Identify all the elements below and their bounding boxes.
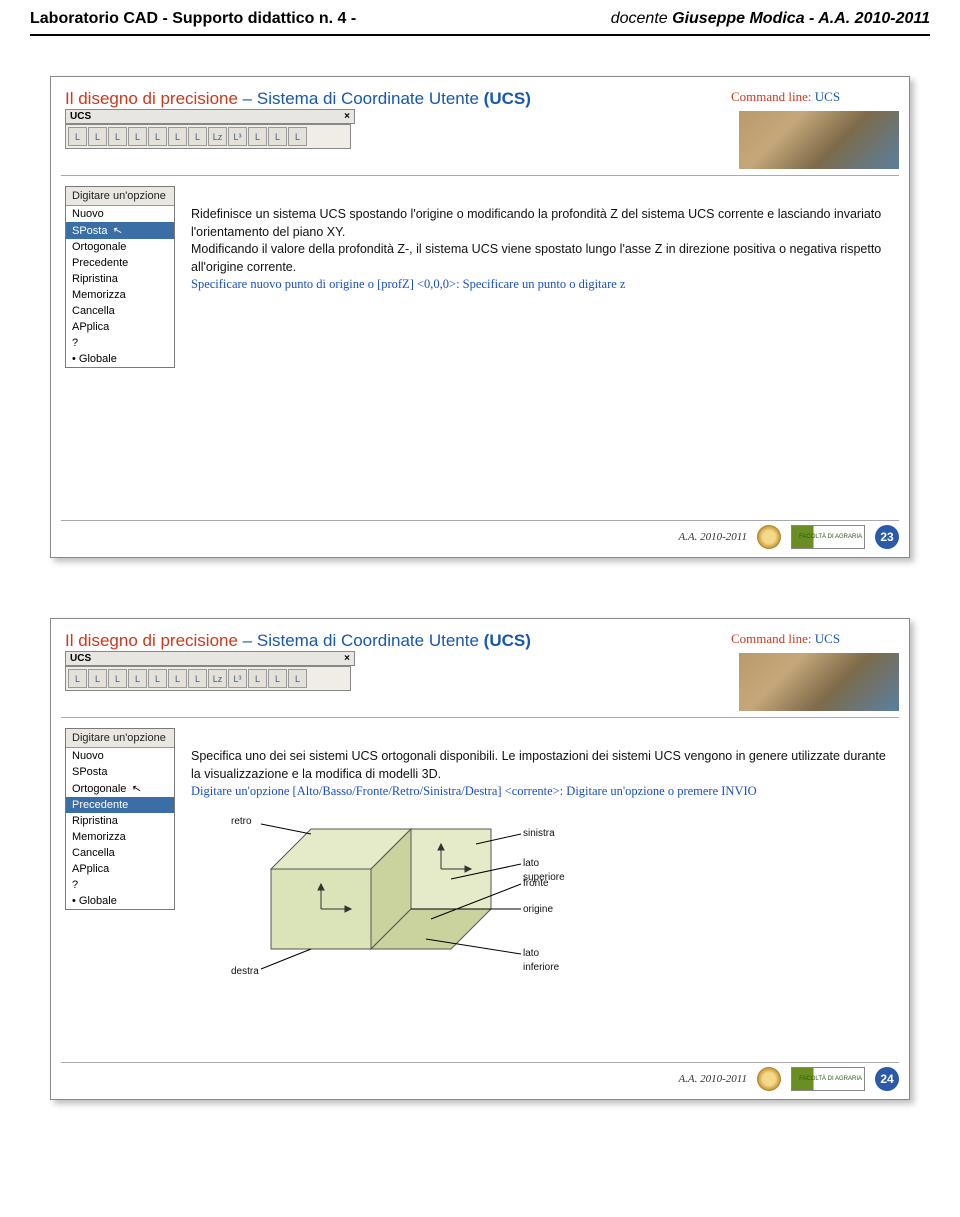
- ucs-icon[interactable]: L: [128, 669, 147, 688]
- footer-year: A.A. 2010-2011: [678, 531, 747, 543]
- ucs-icon[interactable]: L: [168, 127, 187, 146]
- header-divider: [30, 34, 930, 36]
- prompt-text: Specificare nuovo punto di origine o [pr…: [191, 276, 895, 294]
- ucs-icon[interactable]: L: [248, 669, 267, 688]
- close-icon[interactable]: ×: [344, 111, 350, 122]
- ucs-icon[interactable]: L: [288, 127, 307, 146]
- slide-24: Il disegno di precisione – Sistema di Co…: [50, 618, 910, 1100]
- menu-header: Digitare un'opzione: [66, 187, 174, 206]
- menu-item-globale[interactable]: Globale: [66, 893, 174, 909]
- menu-item-applica[interactable]: APplica: [66, 319, 174, 335]
- ucs-icon[interactable]: L: [148, 127, 167, 146]
- ucs-icon[interactable]: L: [248, 127, 267, 146]
- menu-item-nuovo[interactable]: Nuovo: [66, 748, 174, 764]
- slide-title: Il disegno di precisione – Sistema di Co…: [65, 89, 731, 109]
- ucs-icon[interactable]: L: [128, 127, 147, 146]
- label-destra: destra: [231, 965, 259, 979]
- slide-title: Il disegno di precisione – Sistema di Co…: [65, 631, 731, 651]
- menu-item-ripristina[interactable]: Ripristina: [66, 271, 174, 287]
- slide-footer: A.A. 2010-2011 FACOLTÀ DI AGRARIA 24: [51, 1067, 909, 1091]
- ucs-icon[interactable]: L: [108, 669, 127, 688]
- menu-header: Digitare un'opzione: [66, 729, 174, 748]
- logo-faculty-icon: FACOLTÀ DI AGRARIA: [791, 1067, 865, 1091]
- menu-item-nuovo[interactable]: Nuovo: [66, 206, 174, 222]
- ucs-icon[interactable]: L: [108, 127, 127, 146]
- header-right: docente Giuseppe Modica - A.A. 2010-2011: [611, 10, 930, 28]
- menu-item-ortogonale[interactable]: Ortogonale: [66, 239, 174, 255]
- label-lato-inferiore: lato inferiore: [523, 947, 571, 975]
- label-origine: origine: [523, 903, 553, 917]
- menu-item-ortogonale[interactable]: Ortogonale ↖: [66, 780, 174, 797]
- menu-item-help[interactable]: ?: [66, 877, 174, 893]
- menu-item-memorizza[interactable]: Memorizza: [66, 829, 174, 845]
- menu-item-precedente[interactable]: Precedente: [66, 797, 174, 813]
- slide-body: Digitare un'opzione Nuovo SPosta Ortogon…: [51, 718, 909, 989]
- slide-footer: A.A. 2010-2011 FACOLTÀ DI AGRARIA 23: [51, 525, 909, 549]
- ucs-icon[interactable]: L: [188, 669, 207, 688]
- footer-year: A.A. 2010-2011: [678, 1073, 747, 1085]
- command-line: Command line: UCS: [731, 89, 840, 105]
- label-sinistra: sinistra: [523, 827, 555, 841]
- ucs-toolbar: L L L L L L L Lz L³ L L L: [65, 666, 351, 691]
- ucs-icon[interactable]: L: [268, 669, 287, 688]
- header-left: Laboratorio CAD - Supporto didattico n. …: [30, 10, 356, 28]
- menu-item-ripristina[interactable]: Ripristina: [66, 813, 174, 829]
- menu-item-sposta[interactable]: SPosta: [66, 764, 174, 780]
- slide-title-row: Il disegno di precisione – Sistema di Co…: [51, 619, 909, 711]
- label-retro: retro: [231, 815, 252, 829]
- ucs-icon[interactable]: L: [148, 669, 167, 688]
- cursor-icon: ↖: [130, 781, 142, 796]
- prompt-text: Digitare un'opzione [Alto/Basso/Fronte/R…: [191, 783, 895, 801]
- ucs-icon[interactable]: L: [268, 127, 287, 146]
- menu-item-globale[interactable]: Globale: [66, 351, 174, 367]
- logo-crest-icon: [757, 1067, 781, 1091]
- ucs-icon[interactable]: L: [88, 669, 107, 688]
- ucs-icon[interactable]: L: [168, 669, 187, 688]
- slide-title-row: Il disegno di precisione – Sistema di Co…: [51, 77, 909, 169]
- logo-crest-icon: [757, 525, 781, 549]
- ucs-icon[interactable]: L: [288, 669, 307, 688]
- close-icon[interactable]: ×: [344, 653, 350, 664]
- menu-item-memorizza[interactable]: Memorizza: [66, 287, 174, 303]
- menu-item-help[interactable]: ?: [66, 335, 174, 351]
- menu-item-applica[interactable]: APplica: [66, 861, 174, 877]
- slide-23: Il disegno di precisione – Sistema di Co…: [50, 76, 910, 558]
- slide-footer-divider: [61, 1062, 899, 1063]
- logo-faculty-icon: FACOLTÀ DI AGRARIA: [791, 525, 865, 549]
- page-number-badge: 23: [875, 525, 899, 549]
- ucs-icon[interactable]: Lz: [208, 127, 227, 146]
- command-line: Command line: UCS: [731, 631, 840, 647]
- ucs-icon[interactable]: L³: [228, 127, 247, 146]
- ucs-icon[interactable]: L: [188, 127, 207, 146]
- menu-item-precedente[interactable]: Precedente: [66, 255, 174, 271]
- ucs-icon[interactable]: Lz: [208, 669, 227, 688]
- page-number-badge: 24: [875, 1067, 899, 1091]
- body-text: Ridefinisce un sistema UCS spostando l'o…: [191, 186, 895, 368]
- label-fronte: fronte: [523, 877, 549, 891]
- menu-item-cancella[interactable]: Cancella: [66, 845, 174, 861]
- page-header: Laboratorio CAD - Supporto didattico n. …: [0, 0, 960, 34]
- slide-body: Digitare un'opzione Nuovo SPosta ↖ Ortog…: [51, 176, 909, 368]
- ucs-icon[interactable]: L³: [228, 669, 247, 688]
- ucs-icon[interactable]: L: [68, 669, 87, 688]
- header-photo: [739, 653, 899, 711]
- ucs-toolbar-title: UCS ×: [65, 651, 355, 666]
- slide-footer-divider: [61, 520, 899, 521]
- ucs-icon[interactable]: L: [88, 127, 107, 146]
- option-menu[interactable]: Digitare un'opzione Nuovo SPosta ↖ Ortog…: [65, 186, 175, 368]
- header-photo: [739, 111, 899, 169]
- cursor-icon: ↖: [111, 223, 123, 238]
- ortho-svg: [191, 809, 571, 989]
- menu-item-cancella[interactable]: Cancella: [66, 303, 174, 319]
- ucs-toolbar-title: UCS ×: [65, 109, 355, 124]
- orthogonal-diagram: retro sinistra lato superiore fronte ori…: [191, 809, 571, 989]
- body-text: Specifica uno dei sei sistemi UCS ortogo…: [191, 728, 895, 989]
- ucs-toolbar: L L L L L L L Lz L³ L L L: [65, 124, 351, 149]
- ucs-icon[interactable]: L: [68, 127, 87, 146]
- menu-item-sposta[interactable]: SPosta ↖: [66, 222, 174, 239]
- option-menu[interactable]: Digitare un'opzione Nuovo SPosta Ortogon…: [65, 728, 175, 910]
